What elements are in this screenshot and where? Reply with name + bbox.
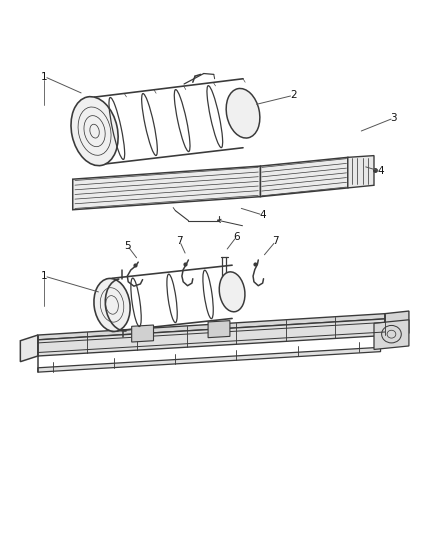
- Polygon shape: [374, 320, 409, 350]
- Text: 2: 2: [290, 91, 297, 100]
- Text: 6: 6: [233, 232, 240, 242]
- Polygon shape: [132, 325, 153, 342]
- Polygon shape: [20, 335, 38, 362]
- Polygon shape: [261, 157, 348, 197]
- Ellipse shape: [219, 272, 245, 312]
- Polygon shape: [385, 311, 409, 335]
- Text: 7: 7: [177, 236, 183, 246]
- Text: 7: 7: [272, 236, 279, 246]
- Polygon shape: [73, 166, 261, 210]
- Ellipse shape: [94, 278, 130, 332]
- Text: 1: 1: [41, 71, 48, 82]
- Ellipse shape: [226, 88, 260, 138]
- Polygon shape: [38, 348, 381, 372]
- Text: 1: 1: [41, 271, 48, 281]
- Polygon shape: [348, 156, 374, 188]
- Text: 3: 3: [390, 113, 397, 123]
- Text: 4: 4: [259, 210, 266, 220]
- Text: 4: 4: [377, 166, 384, 176]
- Text: 5: 5: [124, 240, 131, 251]
- Polygon shape: [38, 313, 385, 340]
- Polygon shape: [38, 319, 385, 356]
- Ellipse shape: [71, 96, 118, 166]
- Polygon shape: [208, 321, 230, 338]
